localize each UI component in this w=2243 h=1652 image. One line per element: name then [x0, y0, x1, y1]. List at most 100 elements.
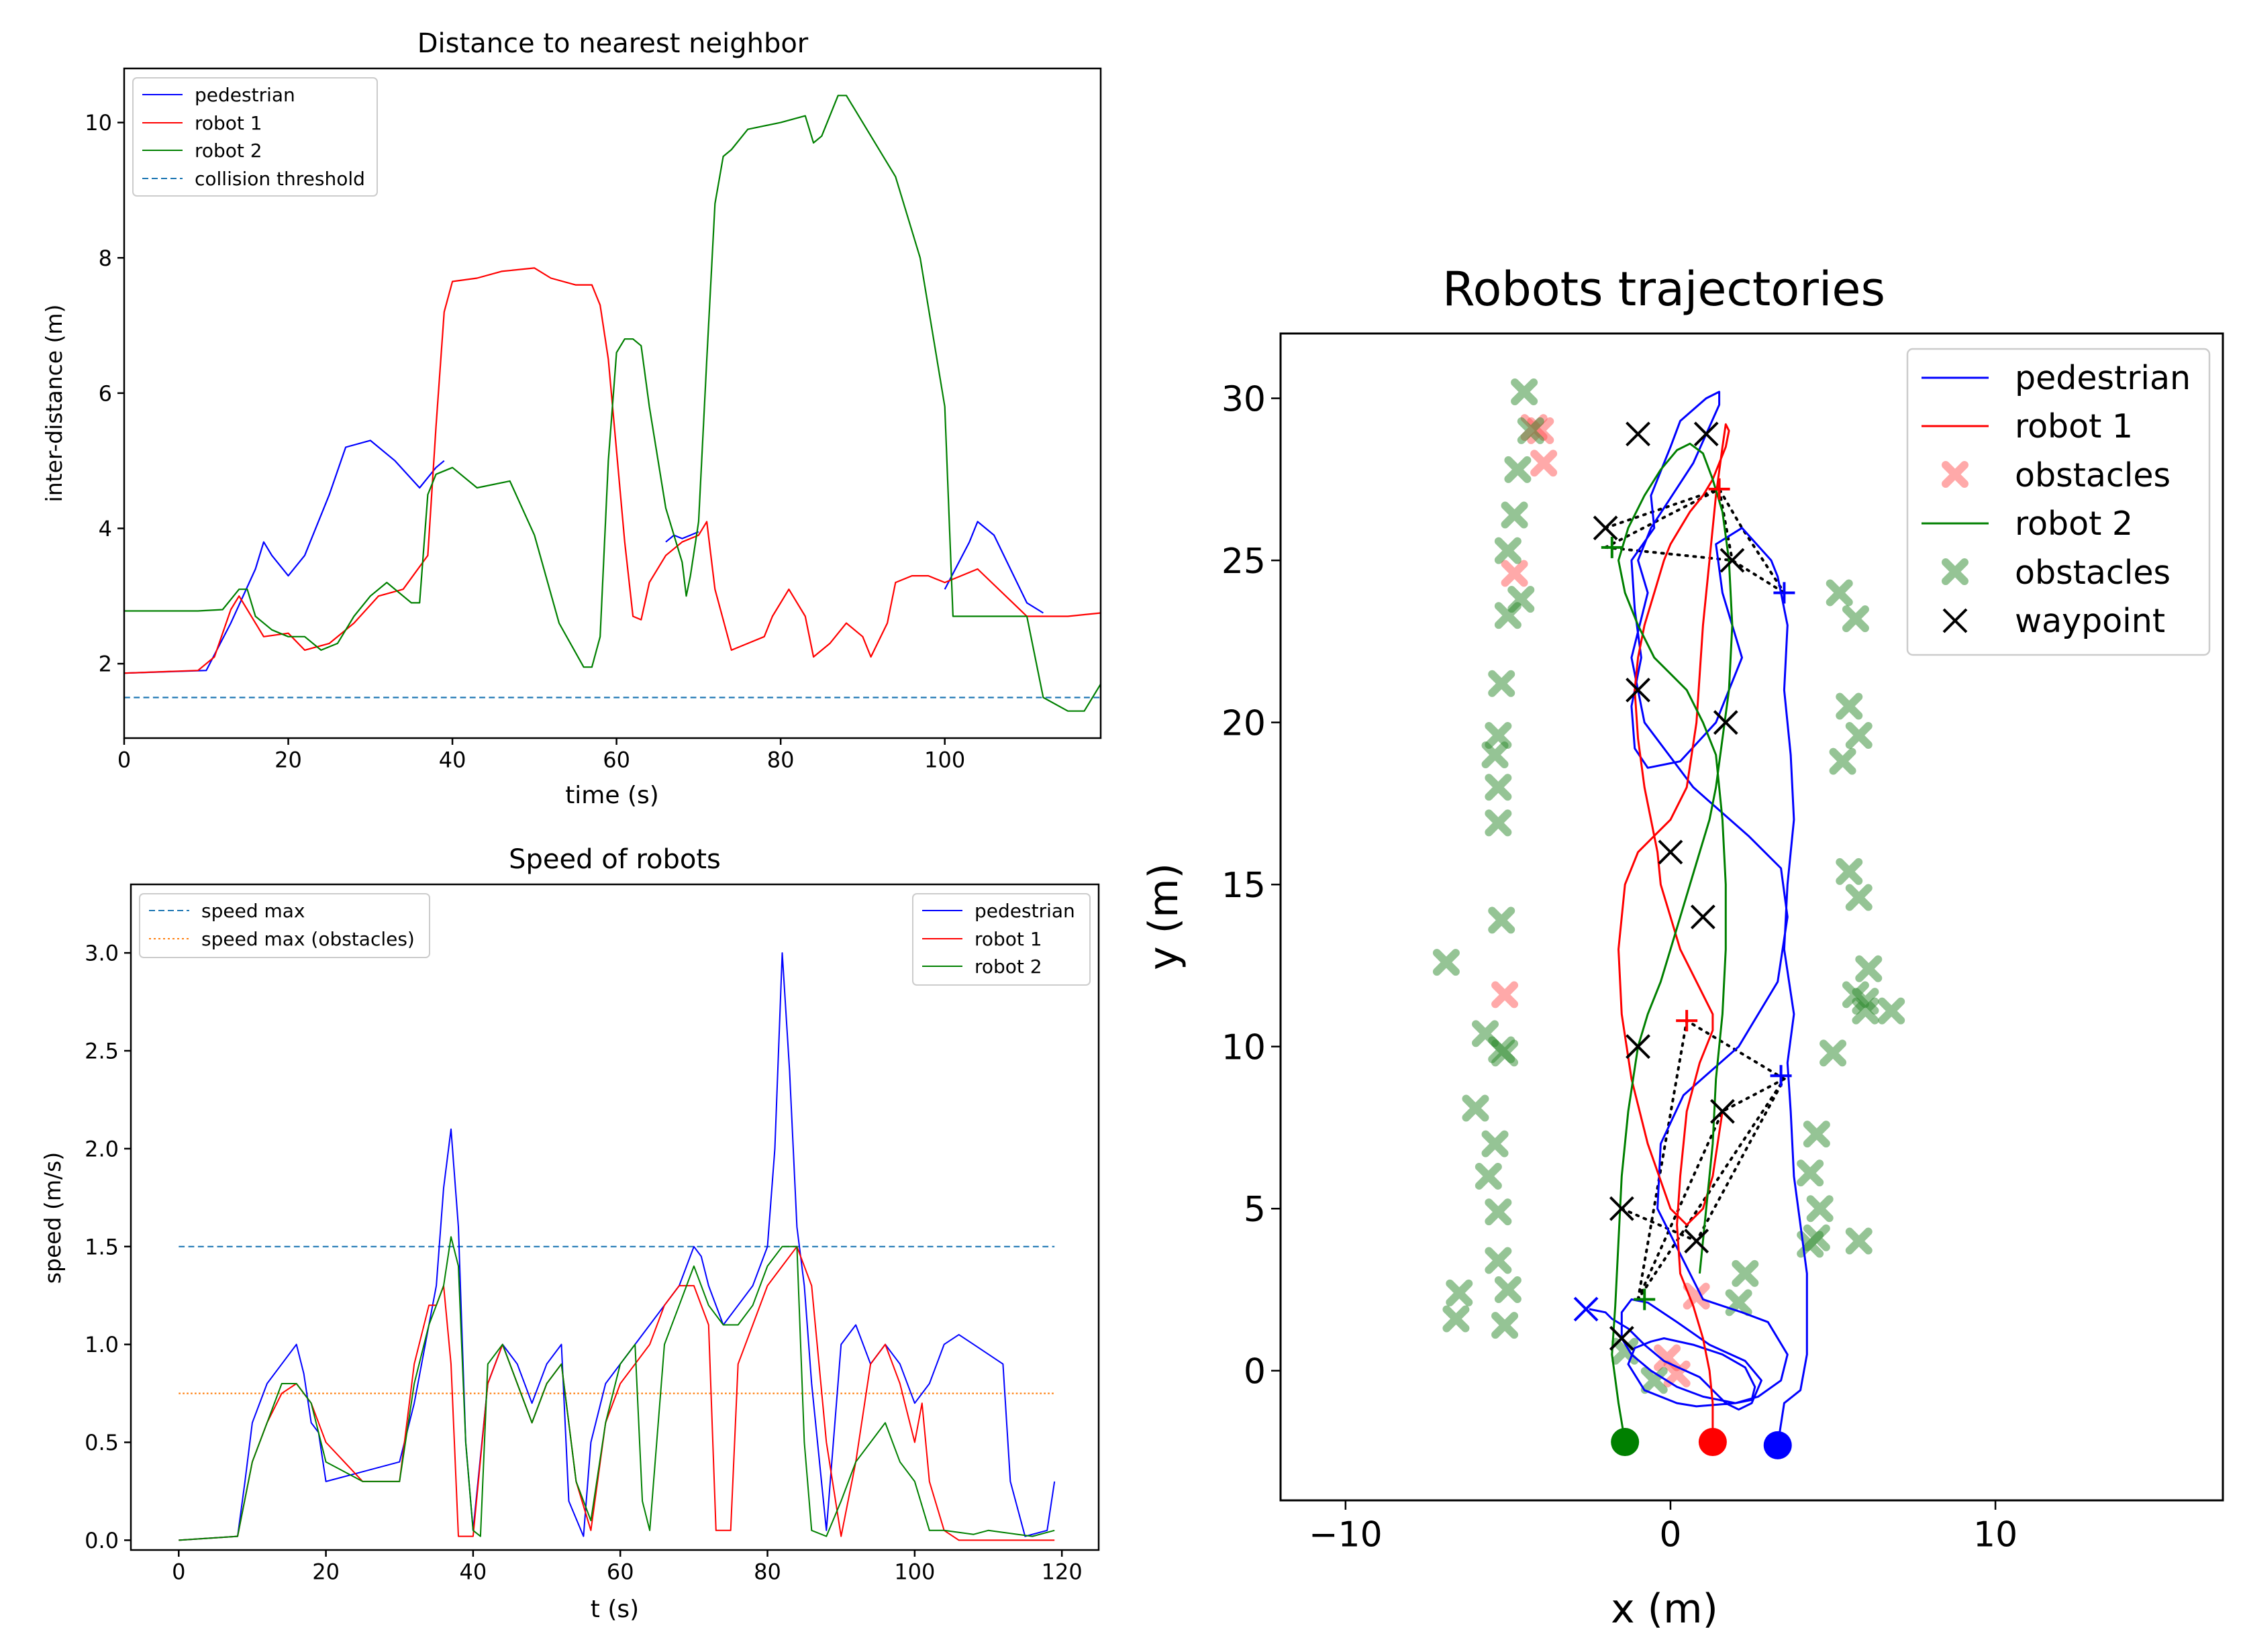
speed-chart: Speed of robots 0 20 40 60 80 100 120 0.0 0.5 1.0… [40, 844, 1100, 1623]
distance-x-tick-label: 100 [924, 747, 965, 773]
trajectories-line-robot-1 [1617, 423, 1730, 1443]
speed-y-tick-label: 2.0 [85, 1136, 119, 1161]
distance-y-tick-label: 2 [99, 652, 112, 677]
distance-x-tick-label: 20 [275, 747, 302, 773]
speed-x-tick-label: 60 [607, 1559, 634, 1585]
trajectories-obstacle-green [1446, 1279, 1473, 1306]
trajectories-axes: −10 0 10 0 5 10 15 20 25 30 [1222, 379, 2017, 1555]
trajectories-y-tick-label: 0 [1244, 1351, 1266, 1392]
trajectories-line-robot-2 [1611, 442, 1734, 1443]
trajectories-start-robot-2 [1611, 1428, 1640, 1457]
distance-y-tick-label: 10 [85, 110, 112, 136]
trajectories-goal-marker [1634, 1288, 1656, 1310]
distance-plot-frame [123, 67, 1102, 739]
speed-legend-left: speed max speed max (obstacles) [139, 893, 430, 958]
trajectories-waypoint [1690, 905, 1715, 929]
distance-y-tick-label: 6 [99, 380, 112, 406]
trajectories-legend-label-robot-2: robot 2 [2015, 505, 2133, 543]
trajectories-series [1432, 378, 1905, 1459]
trajectories-waypoint [1593, 515, 1618, 541]
trajectories-waypoint [1609, 1326, 1634, 1351]
trajectories-obstacle-green [1517, 417, 1544, 444]
distance-legend-label-robot-2: robot 2 [195, 140, 262, 162]
distance-x-axis-label: time (s) [565, 782, 659, 809]
speed-y-tick-label: 1.5 [85, 1234, 119, 1259]
distance-chart-title: Distance to nearest neighbor [417, 28, 809, 59]
trajectories-goal-marker [1676, 1010, 1698, 1032]
trajectories-obstacle-green [1442, 1305, 1470, 1333]
distance-x-tick-label: 80 [767, 747, 795, 773]
trajectories-line-pedestrian [1589, 391, 1808, 1446]
speed-x-tick-label: 80 [754, 1559, 781, 1585]
trajectories-obstacle-green [1501, 501, 1528, 529]
speed-legend-label-pedestrian: pedestrian [975, 900, 1075, 922]
trajectories-obstacle-red [1530, 450, 1558, 477]
trajectories-obstacle-green [1845, 1227, 1873, 1255]
trajectories-legend-swatch-obstacles-red [1942, 461, 1968, 488]
trajectories-waypoint [1626, 1034, 1650, 1060]
trajectories-y-tick-label: 30 [1222, 379, 1266, 419]
speed-axes: 0 20 40 60 80 100 120 0.0 0.5 1.0 1.5 2.0 2.5 3.0 [85, 941, 1083, 1585]
speed-legend-left-box [139, 893, 430, 958]
trajectories-obstacle-green [1485, 809, 1512, 837]
trajectories-goal-marker [1708, 478, 1730, 500]
trajectories-obstacle-green [1488, 670, 1515, 697]
trajectories-goal-marker [1773, 582, 1795, 604]
speed-legend-label-robot-2: robot 2 [975, 956, 1042, 978]
trajectories-obstacle-green [1494, 1276, 1522, 1304]
trajectories-obstacle-green [1640, 1367, 1668, 1394]
trajectories-legend-label-pedestrian: pedestrian [2015, 359, 2191, 397]
trajectories-obstacle-green [1504, 456, 1532, 483]
speed-legend-label-speed-max: speed max [201, 900, 305, 922]
trajectories-legend-label-obstacles-red: obstacles [2015, 456, 2171, 495]
trajectories-waypoint [1626, 421, 1650, 447]
trajectories-goal-marker [1770, 1065, 1792, 1087]
distance-line-pedestrian-segment [944, 521, 1044, 614]
trajectories-obstacle-green [1494, 602, 1522, 629]
distance-legend-label-collision-threshold: collision threshold [195, 168, 365, 190]
trajectories-obstacle-green [1481, 741, 1509, 768]
distance-legend-label-pedestrian: pedestrian [195, 84, 295, 106]
trajectories-obstacle-green [1511, 378, 1538, 405]
trajectories-obstacle-green [1462, 1094, 1489, 1122]
trajectories-obstacle-green [1845, 721, 1873, 749]
speed-y-tick-label: 0.5 [85, 1430, 119, 1455]
trajectories-obstacle-green [1836, 858, 1863, 885]
trajectories-y-tick-label: 25 [1222, 541, 1266, 582]
distance-x-tick-label: 40 [439, 747, 466, 773]
trajectories-x-tick-label: 10 [1973, 1515, 2017, 1555]
trajectories-start-robot-1 [1698, 1428, 1727, 1457]
trajectories-obstacle-green [1491, 1039, 1519, 1067]
speed-line-robot-2 [179, 1236, 1055, 1541]
speed-x-axis-label: t (s) [591, 1596, 639, 1623]
trajectories-chart: Robots trajectories −10 0 10 0 5 10 15 20 25 30 x… [1140, 262, 2224, 1633]
trajectories-obstacle-red [1654, 1344, 1681, 1372]
trajectories-obstacle-green [1855, 955, 1883, 982]
trajectories-waypoint [1713, 710, 1738, 735]
trajectories-x-tick-label: −10 [1309, 1515, 1383, 1555]
trajectories-obstacle-green [1842, 605, 1869, 633]
trajectories-waypoint [1684, 1229, 1709, 1253]
speed-legend-right: pedestrian robot 1 robot 2 [912, 893, 1091, 986]
trajectories-obstacle-green [1488, 907, 1515, 934]
trajectories-obstacle-green [1829, 747, 1856, 775]
trajectories-obstacle-red [1501, 560, 1528, 587]
trajectories-legend-swatch-obstacles-green [1942, 558, 1968, 585]
speed-line-robot-1 [179, 1245, 1055, 1541]
trajectories-x-axis-label: x (m) [1611, 1586, 1718, 1633]
trajectories-legend-label-waypoint: waypoint [2015, 602, 2165, 640]
trajectories-obstacle-red [1663, 1360, 1691, 1388]
trajectories-obstacle-green [1485, 774, 1512, 801]
trajectories-waypoint [1626, 677, 1650, 703]
trajectories-legend-swatch-waypoint [1942, 608, 1968, 633]
distance-line-robot-2 [124, 95, 1101, 712]
trajectories-chart-title: Robots trajectories [1442, 262, 1885, 317]
trajectories-obstacle-green [1852, 997, 1879, 1025]
speed-line-pedestrian [179, 952, 1056, 1541]
trajectories-start-pedestrian [1763, 1431, 1792, 1459]
trajectories-obstacle-green [1472, 1020, 1499, 1047]
distance-line-pedestrian [123, 440, 445, 674]
distance-y-tick-label: 8 [99, 246, 112, 271]
speed-x-tick-label: 120 [1042, 1559, 1083, 1585]
speed-legend-label-robot-1: robot 1 [975, 928, 1042, 950]
